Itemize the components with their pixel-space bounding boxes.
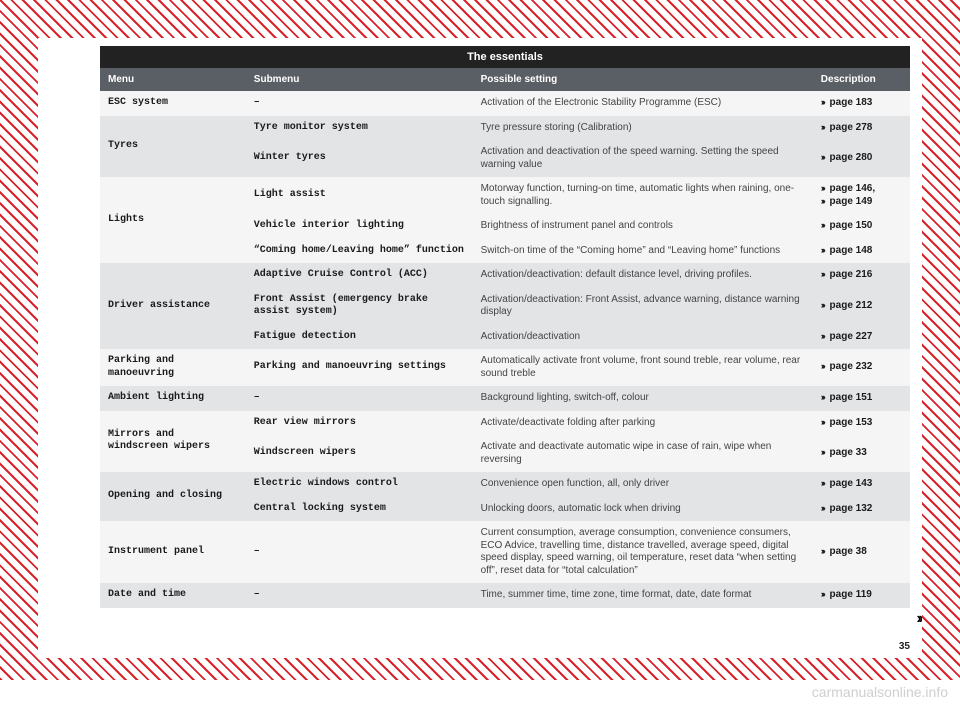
cell-menu: Instrument panel [100,521,246,583]
cell-description: ››› page 150 [813,214,910,239]
table-row: Mirrors and windscreen wipersRear view m… [100,411,910,436]
cell-submenu: Vehicle interior lighting [246,214,473,239]
cell-description: ››› page 232 [813,349,910,386]
cell-submenu: Light assist [246,177,473,214]
cell-setting: Activation/deactivation: default distanc… [473,263,813,288]
cell-setting: Convenience open function, all, only dri… [473,472,813,497]
cell-setting: Automatically activate front volume, fro… [473,349,813,386]
table-row: Instrument panel–Current consumption, av… [100,521,910,583]
cell-setting: Activation/deactivation: Front Assist, a… [473,288,813,325]
table-row: ESC system–Activation of the Electronic … [100,91,910,116]
col-header-desc: Description [813,68,910,91]
cell-submenu: Parking and manoeuvring settings [246,349,473,386]
cell-setting: Brightness of instrument panel and contr… [473,214,813,239]
cell-setting: Time, summer time, time zone, time forma… [473,583,813,608]
cell-menu: Opening and closing [100,472,246,521]
cell-setting: Background lighting, switch-off, colour [473,386,813,411]
cell-setting: Motorway function, turning-on time, auto… [473,177,813,214]
table-body: ESC system–Activation of the Electronic … [100,91,910,608]
table-row: TyresTyre monitor systemTyre pressure st… [100,116,910,141]
table-row: Driver assistanceAdaptive Cruise Control… [100,263,910,288]
page-number: 35 [899,641,910,652]
cell-setting: Current consumption, average consumption… [473,521,813,583]
cell-setting: Activation of the Electronic Stability P… [473,91,813,116]
cell-submenu: Winter tyres [246,140,473,177]
cell-setting: Switch-on time of the “Coming home” and … [473,239,813,264]
cell-submenu: Adaptive Cruise Control (ACC) [246,263,473,288]
cell-description: ››› page 280 [813,140,910,177]
cell-description: ››› page 33 [813,435,910,472]
col-header-menu: Menu [100,68,246,91]
cell-setting: Unlocking doors, automatic lock when dri… [473,497,813,522]
cell-menu: Date and time [100,583,246,608]
cell-description: ››› page 153 [813,411,910,436]
page-container: The essentials Menu Submenu Possible set… [38,38,922,658]
continue-marker: ›› [916,610,921,628]
watermark: carmanualsonline.info [812,684,948,700]
cell-menu: Tyres [100,116,246,178]
cell-description: ››› page 278 [813,116,910,141]
cell-submenu: “Coming home/Leaving home” function [246,239,473,264]
cell-description: ››› page 132 [813,497,910,522]
cell-submenu: Fatigue detection [246,325,473,350]
cell-setting: Activation/deactivation [473,325,813,350]
cell-menu: Ambient lighting [100,386,246,411]
cell-submenu: – [246,521,473,583]
cell-submenu: Front Assist (emergency brake assist sys… [246,288,473,325]
cell-submenu: Windscreen wipers [246,435,473,472]
col-header-submenu: Submenu [246,68,473,91]
cell-description: ››› page 151 [813,386,910,411]
cell-setting: Activate/deactivate folding after parkin… [473,411,813,436]
cell-submenu: – [246,91,473,116]
table-row: Ambient lighting–Background lighting, sw… [100,386,910,411]
cell-description: ››› page 148 [813,239,910,264]
cell-description: ››› page 183 [813,91,910,116]
cell-setting: Activate and deactivate automatic wipe i… [473,435,813,472]
col-header-setting: Possible setting [473,68,813,91]
page-title: The essentials [100,46,910,68]
cell-menu: Parking and manoeuvring [100,349,246,386]
content-area: The essentials Menu Submenu Possible set… [100,46,910,608]
cell-menu: ESC system [100,91,246,116]
cell-setting: Activation and deactivation of the speed… [473,140,813,177]
cell-description: ››› page 212 [813,288,910,325]
table-row: Opening and closingElectric windows cont… [100,472,910,497]
table-row: Date and time–Time, summer time, time zo… [100,583,910,608]
table-header-row: Menu Submenu Possible setting Descriptio… [100,68,910,91]
cell-menu: Mirrors and windscreen wipers [100,411,246,473]
cell-description: ››› page 227 [813,325,910,350]
cell-menu: Driver assistance [100,263,246,349]
table-row: LightsLight assistMotorway function, tur… [100,177,910,214]
cell-submenu: Rear view mirrors [246,411,473,436]
table-row: Parking and manoeuvringParking and manoe… [100,349,910,386]
cell-description: ››› page 216 [813,263,910,288]
cell-submenu: – [246,386,473,411]
cell-submenu: – [246,583,473,608]
cell-description: ››› page 146,››› page 149 [813,177,910,214]
cell-description: ››› page 143 [813,472,910,497]
cell-submenu: Electric windows control [246,472,473,497]
cell-description: ››› page 119 [813,583,910,608]
cell-description: ››› page 38 [813,521,910,583]
cell-submenu: Central locking system [246,497,473,522]
cell-submenu: Tyre monitor system [246,116,473,141]
cell-menu: Lights [100,177,246,263]
settings-table: Menu Submenu Possible setting Descriptio… [100,68,910,608]
cell-setting: Tyre pressure storing (Calibration) [473,116,813,141]
